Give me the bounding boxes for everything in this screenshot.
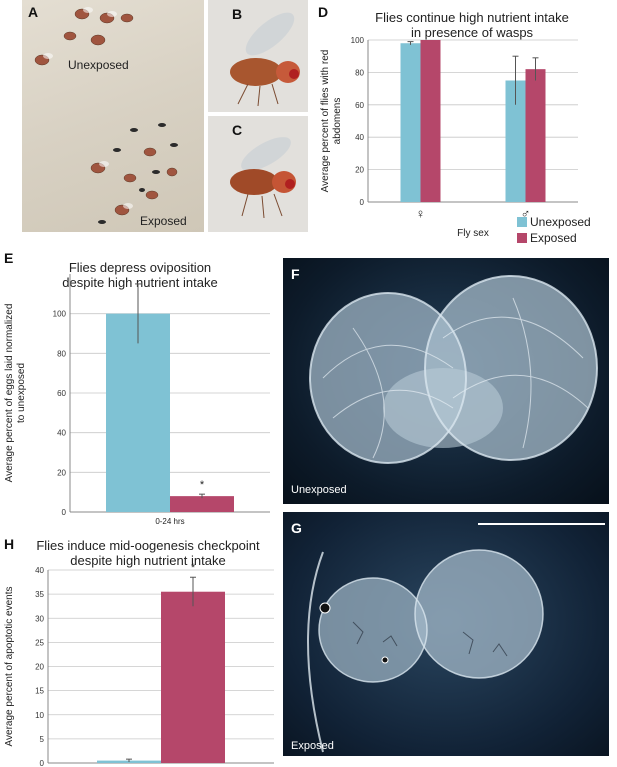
legend-swatch [517, 217, 527, 227]
bar-exposed [420, 40, 441, 202]
y-tick-label: 0 [360, 198, 365, 207]
panel-f-photo: F Unexposed [283, 258, 609, 504]
y-tick-label: 20 [35, 663, 44, 672]
chart-title-line: Flies induce mid-oogenesis checkpoint [36, 538, 260, 553]
chart-title-line: Flies depress oviposition [69, 260, 211, 275]
y-tick-label: 0 [62, 508, 67, 517]
y-tick-label: 20 [355, 166, 364, 175]
ovary-image-exposed [307, 523, 605, 753]
y-tick-label: 80 [57, 349, 66, 358]
bar-exposed [525, 69, 546, 202]
y-tick-label: 10 [35, 711, 44, 720]
x-category-label: ♂ [521, 206, 531, 221]
y-axis-label: Average percent of eggs laid normalized [4, 304, 15, 483]
y-tick-label: 60 [57, 389, 66, 398]
bar-unexposed [505, 80, 526, 202]
y-axis-label: Average percent of flies with red [320, 50, 331, 193]
chart-title-line: despite high nutrient intake [70, 553, 225, 568]
panel-c-photo: C [208, 116, 308, 232]
y-axis-label: to unexposed [16, 363, 27, 423]
significance-star: * [191, 562, 196, 574]
unexposed-group-label: Unexposed [68, 58, 129, 72]
panel-f-letter: F [291, 266, 300, 282]
legend-label: Unexposed [530, 215, 591, 229]
panel-d-letter: D [318, 4, 329, 20]
flies-photo-a [34, 7, 178, 224]
y-tick-label: 60 [355, 101, 364, 110]
y-tick-label: 100 [351, 36, 365, 45]
panel-g-letter: G [291, 520, 302, 536]
panel-a-letter: A [28, 4, 39, 20]
chart-h: Flies induce mid-oogenesis checkpointdes… [4, 538, 274, 767]
fly-photo-b [230, 12, 300, 107]
panel-g-caption: Exposed [291, 740, 334, 752]
x-axis-label: Fly sex [457, 228, 489, 239]
panel-g-photo: G Exposed [283, 512, 609, 756]
y-tick-label: 100 [53, 310, 67, 319]
y-tick-label: 35 [35, 590, 44, 599]
legend-label: Exposed [530, 231, 577, 245]
panel-h-letter: H [4, 536, 15, 552]
ovary-image-unexposed [309, 275, 598, 464]
fly-photo-c [230, 137, 296, 219]
y-tick-label: 40 [355, 133, 364, 142]
panel-f-caption: Unexposed [291, 484, 347, 496]
y-tick-label: 80 [355, 68, 364, 77]
chart-title-line: in presence of wasps [411, 25, 534, 40]
y-tick-label: 15 [35, 687, 44, 696]
y-axis-label: abdomens [332, 98, 343, 145]
y-tick-label: 0 [40, 759, 45, 767]
chart-title-line: Flies continue high nutrient intake [375, 10, 569, 25]
x-category-label: 0-24 hrs [155, 517, 184, 526]
y-tick-label: 20 [57, 468, 66, 477]
bar-unexposed [106, 313, 170, 512]
panel-c-letter: C [232, 122, 243, 138]
x-category-label: ♀ [416, 206, 426, 221]
bar-exposed [170, 496, 234, 512]
bar-exposed [161, 591, 225, 763]
y-tick-label: 25 [35, 638, 44, 647]
exposed-group-label: Exposed [140, 214, 187, 228]
chart-title-line: despite high nutrient intake [62, 275, 217, 290]
panel-b-photo: B [208, 0, 308, 112]
panel-e-letter: E [4, 250, 14, 266]
y-tick-label: 40 [57, 429, 66, 438]
significance-star: * [200, 479, 205, 491]
bar-unexposed [400, 43, 421, 202]
panel-a-photo: A Unexposed Exposed [22, 0, 204, 232]
y-tick-label: 40 [35, 566, 44, 575]
y-axis-label: Average percent of apoptotic events [4, 587, 15, 747]
y-tick-label: 30 [35, 614, 44, 623]
legend-swatch [517, 233, 527, 243]
panel-b-letter: B [232, 6, 243, 22]
y-tick-label: 5 [40, 735, 45, 744]
